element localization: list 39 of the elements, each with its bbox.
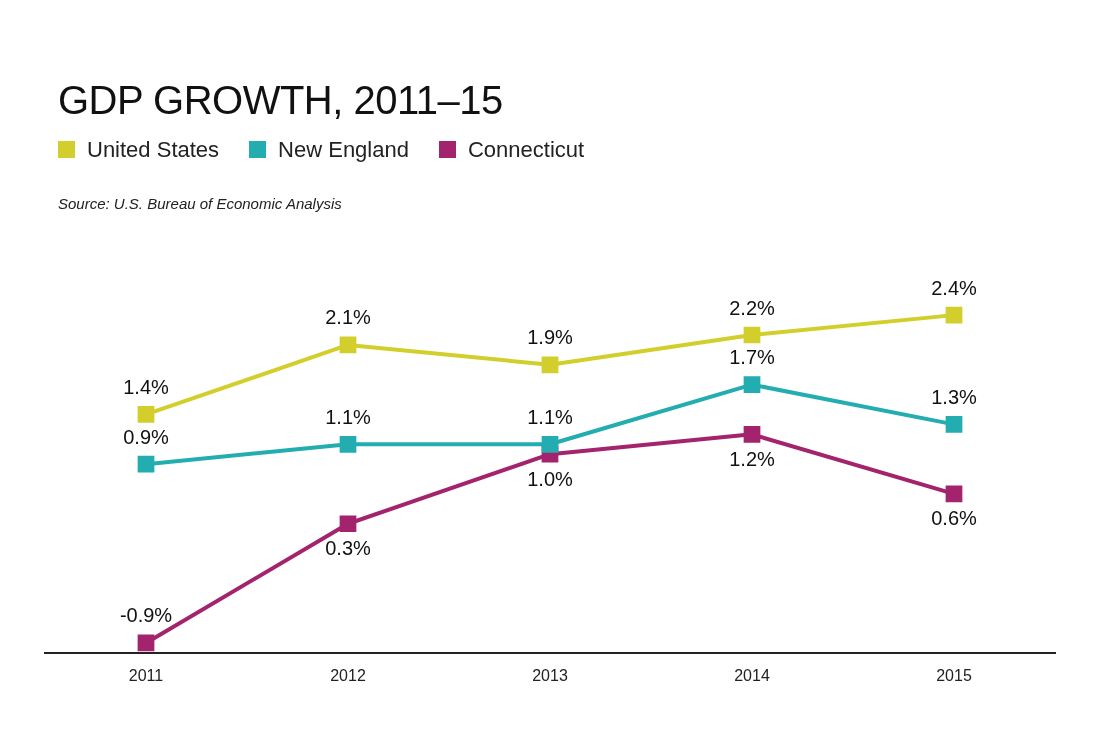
data-label: 1.1%	[527, 405, 574, 428]
point	[339, 336, 357, 354]
data-label: 1.1%	[325, 405, 372, 428]
source-note: Source: U.S. Bureau of Economic Analysis	[58, 195, 342, 212]
data-label: 0.9%	[123, 425, 170, 448]
data-label: 1.3%	[931, 385, 978, 408]
data-label: 2.4%	[931, 276, 978, 299]
point	[541, 356, 559, 374]
point	[743, 376, 761, 394]
data-label: 1.4%	[123, 375, 170, 398]
data-label: 0.6%	[931, 507, 978, 530]
point	[339, 515, 357, 533]
point	[945, 306, 963, 324]
point	[945, 485, 963, 503]
point	[743, 425, 761, 443]
point	[945, 416, 963, 433]
point	[137, 455, 155, 473]
data-label: 1.9%	[527, 326, 574, 349]
data-label: 2.2%	[729, 296, 776, 319]
x-tick-label: 2011	[128, 666, 164, 684]
data-label: 1.2%	[729, 447, 776, 470]
x-tick-label: 2014	[734, 666, 770, 684]
legend-label: New England	[277, 137, 409, 163]
data-label: 0.3%	[325, 537, 372, 560]
legend-label: Connecticut	[466, 137, 585, 163]
legend-label: United States	[86, 137, 220, 163]
data-label: 1.7%	[729, 346, 776, 369]
x-tick-label: 2012	[330, 666, 366, 684]
x-tick-label: 2015	[936, 666, 972, 684]
point	[541, 435, 559, 453]
data-label: -0.9%	[119, 604, 173, 627]
point	[137, 634, 155, 652]
point	[743, 326, 761, 344]
point	[137, 406, 155, 423]
point	[339, 435, 357, 453]
data-label: 1.0%	[527, 467, 574, 490]
data-label: 2.1%	[325, 306, 372, 329]
x-tick-label: 2013	[532, 666, 568, 684]
chart-title: GDP GROWTH, 2011–15	[58, 78, 503, 123]
